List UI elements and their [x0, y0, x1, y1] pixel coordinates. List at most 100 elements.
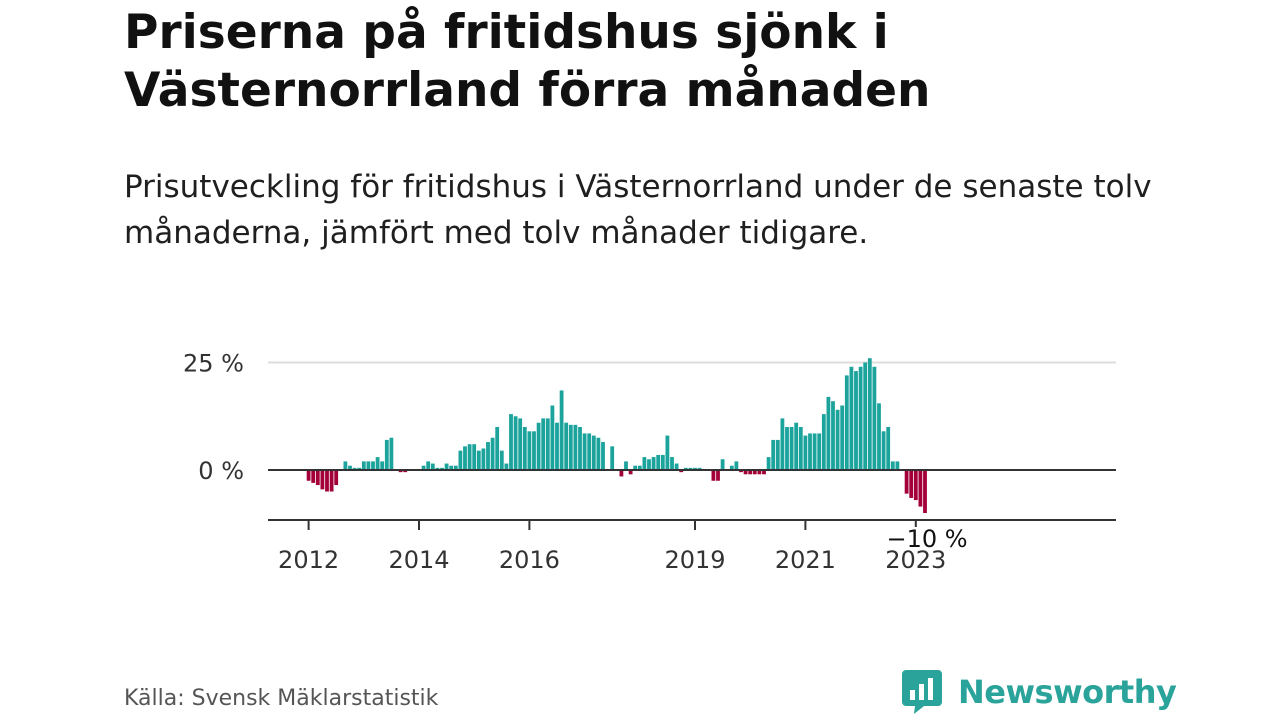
bar	[380, 461, 385, 470]
bar	[578, 427, 582, 470]
bar	[863, 362, 868, 470]
bar	[582, 433, 587, 470]
bar	[656, 454, 661, 470]
bar	[564, 422, 569, 470]
bar	[389, 437, 394, 470]
bar	[384, 439, 389, 470]
bar	[637, 465, 642, 470]
bar	[895, 461, 900, 470]
bar	[486, 442, 490, 470]
bar	[624, 461, 628, 470]
bar	[463, 446, 467, 470]
last-value-label: −10 %	[886, 525, 967, 553]
bar	[785, 427, 789, 470]
bar	[421, 465, 426, 470]
y-tick-label: 0 %	[198, 457, 244, 485]
bar	[559, 390, 564, 470]
bar	[541, 418, 546, 470]
bar	[426, 461, 431, 470]
bar	[775, 439, 780, 470]
bar	[513, 416, 518, 470]
bar	[651, 457, 656, 470]
bar	[683, 467, 688, 470]
bar	[375, 457, 380, 470]
bar	[826, 396, 831, 470]
bar	[587, 433, 592, 470]
bar	[854, 371, 858, 470]
bar	[481, 448, 486, 470]
bar	[762, 470, 766, 475]
bar	[881, 431, 886, 470]
bar	[835, 409, 840, 470]
bar	[766, 457, 771, 470]
bar	[306, 470, 311, 481]
bar	[504, 463, 509, 470]
bar	[867, 358, 872, 470]
bar	[555, 422, 559, 470]
bar	[711, 470, 716, 481]
bar	[449, 465, 454, 470]
bar	[739, 470, 743, 473]
bar	[923, 470, 927, 513]
bar	[352, 467, 357, 470]
bar	[325, 470, 329, 492]
bar	[518, 418, 523, 470]
y-tick-label: 25 %	[183, 350, 244, 378]
x-tick-label: 2023	[885, 546, 946, 574]
bar	[752, 470, 757, 475]
bar	[831, 401, 835, 470]
bar	[619, 470, 624, 477]
bar	[495, 427, 500, 470]
bar	[311, 470, 316, 483]
bar	[527, 431, 532, 470]
bar	[844, 375, 849, 470]
brand-logo: Newsworthy	[902, 670, 1177, 714]
bar	[343, 461, 348, 470]
bar	[509, 414, 513, 470]
bar	[573, 424, 578, 470]
bar	[904, 470, 909, 494]
bar	[688, 467, 693, 470]
bar	[472, 444, 477, 470]
axis-layer: 25 % 0 % 2012 2014 2016 2019 2021 2023−10 %	[183, 350, 1116, 574]
x-tick-label: 2016	[499, 546, 560, 574]
bar	[794, 422, 799, 470]
bar	[403, 470, 408, 473]
bar	[858, 366, 863, 470]
chart-title: Priserna på fritidshus sjönk i Västernor…	[124, 5, 931, 118]
bar	[467, 444, 472, 470]
bar	[371, 461, 375, 470]
bar	[435, 467, 440, 470]
bar	[361, 461, 366, 470]
bar	[458, 450, 463, 470]
bar	[872, 366, 877, 470]
bar	[890, 461, 895, 470]
x-tick-label: 2021	[775, 546, 836, 574]
bar	[329, 470, 334, 492]
bar	[366, 461, 371, 470]
bar	[536, 422, 541, 470]
bar	[440, 467, 444, 470]
bar	[674, 463, 679, 470]
source-note: Källa: Svensk Mäklarstatistik	[124, 686, 439, 711]
bars-layer	[306, 358, 927, 513]
bar	[716, 470, 720, 481]
bar	[647, 459, 651, 470]
x-tick-label: 2019	[664, 546, 725, 574]
bar	[476, 450, 481, 470]
x-tick-label: 2012	[278, 546, 339, 574]
bar	[821, 414, 826, 470]
bar	[334, 470, 339, 486]
bar	[734, 461, 739, 470]
bar	[743, 470, 748, 475]
bar	[633, 465, 638, 470]
bar	[610, 446, 615, 470]
bar	[591, 435, 596, 470]
bar	[568, 424, 573, 470]
bar	[748, 470, 753, 475]
bar	[789, 427, 794, 470]
bar	[886, 427, 891, 470]
bar	[499, 450, 504, 470]
bar	[665, 435, 670, 470]
bar	[808, 433, 812, 470]
